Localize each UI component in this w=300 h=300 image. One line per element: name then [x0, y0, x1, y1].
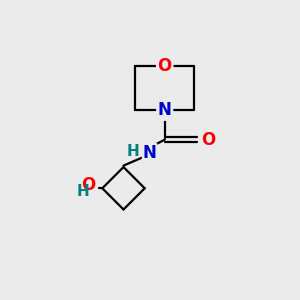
- Text: H: H: [127, 144, 140, 159]
- Text: O: O: [81, 176, 96, 194]
- Text: N: N: [158, 101, 172, 119]
- Text: H: H: [76, 184, 89, 199]
- Text: O: O: [158, 57, 172, 75]
- Text: O: O: [201, 131, 215, 149]
- Text: N: N: [142, 144, 157, 162]
